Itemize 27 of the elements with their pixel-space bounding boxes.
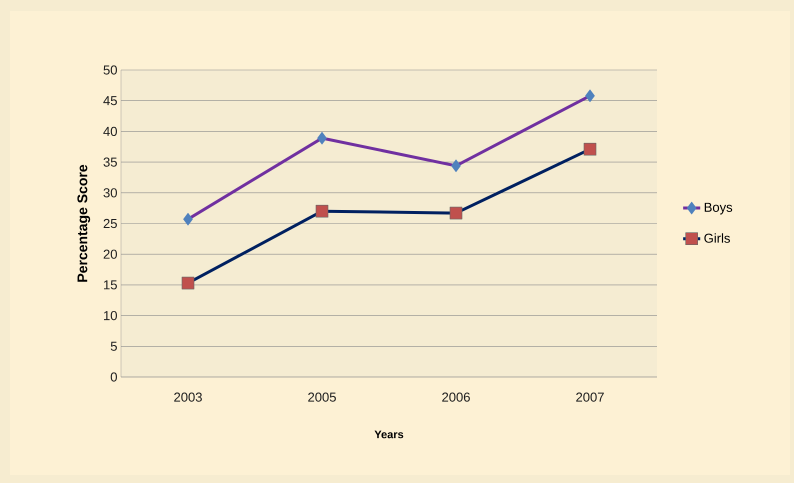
y-tick-label: 5: [110, 342, 117, 351]
point: [183, 212, 193, 226]
y-tick-label: 35: [104, 157, 117, 167]
point: [317, 132, 327, 144]
y-tick-label: 20: [104, 250, 117, 259]
y-tick-label: 50: [104, 65, 117, 75]
y-tick-label: 25: [104, 218, 117, 228]
point: [451, 159, 461, 172]
point: [450, 206, 462, 220]
y-tick-label: 40: [103, 126, 117, 136]
y-tick-label: 10: [104, 310, 117, 320]
y-tick-label: 0: [110, 372, 117, 382]
x-tick-label: 2005: [308, 392, 336, 402]
legend-label: Girls: [704, 233, 730, 243]
x-tick-label: 2003: [174, 392, 202, 402]
y-tick-label: 30: [104, 188, 117, 198]
x-tick-label: 2006: [442, 392, 470, 402]
legend-label: Boys: [704, 202, 732, 214]
x-axis-title: Years: [374, 430, 404, 438]
point: [584, 142, 596, 156]
point: [316, 204, 328, 218]
point: [182, 276, 194, 290]
y-tick-label: 15: [104, 280, 117, 290]
y-axis-title: Percentage Score: [77, 164, 90, 282]
x-tick-label: 2007: [576, 392, 604, 402]
y-tick-label: 45: [103, 96, 117, 106]
point: [585, 89, 595, 102]
